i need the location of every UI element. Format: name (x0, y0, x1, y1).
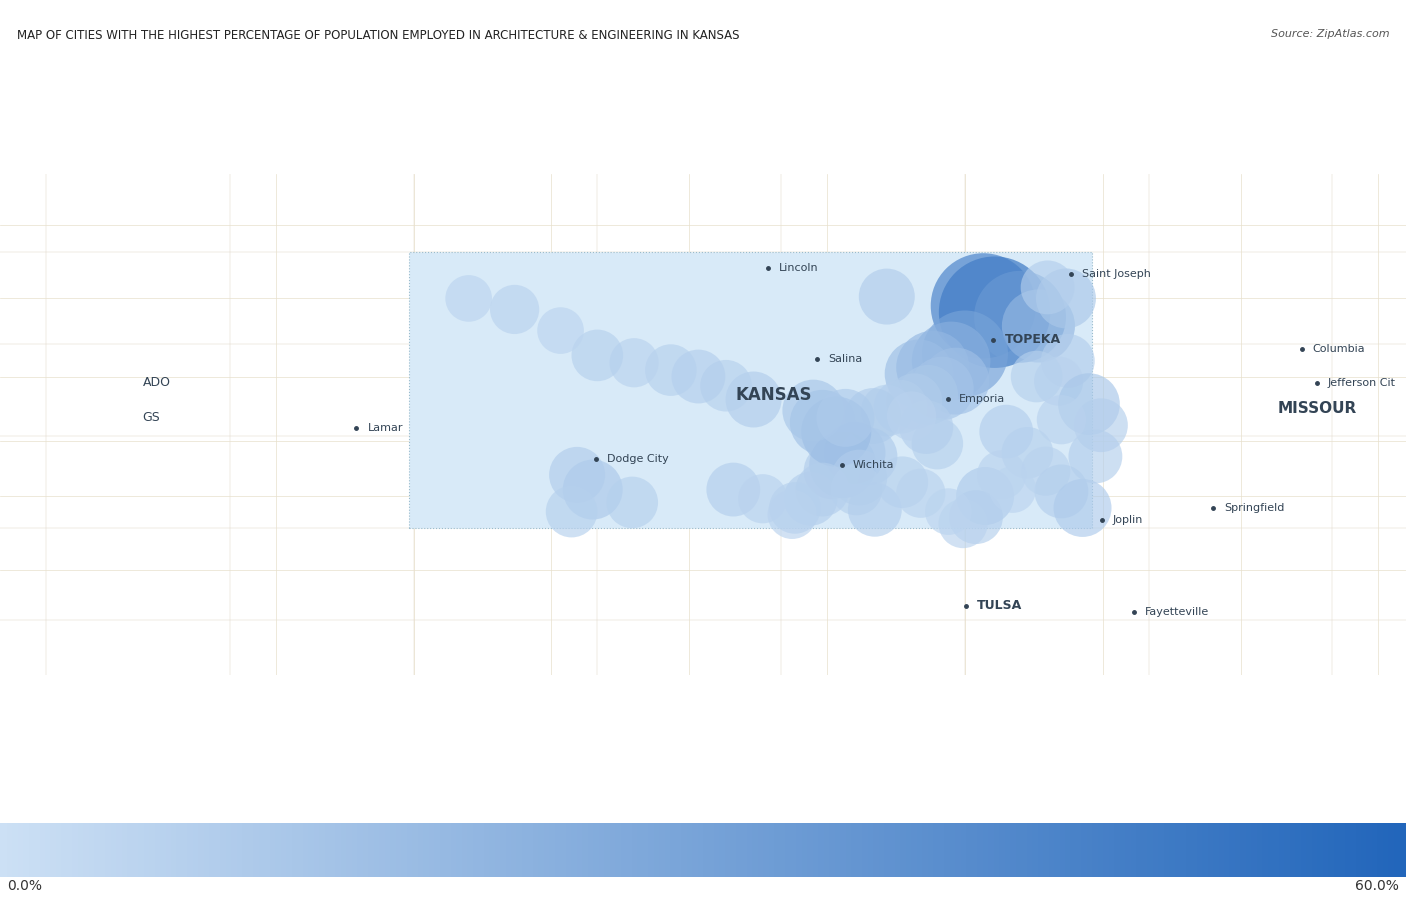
Circle shape (550, 447, 605, 503)
Text: MISSOUR: MISSOUR (1277, 401, 1357, 416)
Circle shape (922, 310, 1008, 396)
Circle shape (990, 467, 1036, 513)
Text: TULSA: TULSA (977, 600, 1022, 612)
Circle shape (738, 474, 787, 523)
Circle shape (491, 285, 540, 334)
Circle shape (839, 428, 897, 485)
Text: Dodge City: Dodge City (607, 454, 668, 464)
Text: Emporia: Emporia (959, 394, 1005, 405)
Circle shape (939, 256, 1050, 368)
Circle shape (925, 488, 972, 535)
Circle shape (876, 457, 928, 508)
Circle shape (790, 390, 855, 455)
Text: Lamar: Lamar (367, 423, 404, 433)
Text: 60.0%: 60.0% (1355, 879, 1399, 894)
Circle shape (804, 443, 859, 499)
Circle shape (725, 371, 782, 428)
Circle shape (1069, 430, 1122, 484)
Text: Wichita: Wichita (853, 459, 894, 469)
Circle shape (1002, 289, 1076, 362)
Text: MAP OF CITIES WITH THE HIGHEST PERCENTAGE OF POPULATION EMPLOYED IN ARCHITECTURE: MAP OF CITIES WITH THE HIGHEST PERCENTAG… (17, 29, 740, 41)
Circle shape (922, 348, 990, 414)
Circle shape (912, 322, 990, 400)
Polygon shape (409, 253, 1091, 528)
Circle shape (1074, 398, 1128, 452)
Text: ADO: ADO (142, 377, 170, 389)
Text: TOPEKA: TOPEKA (1004, 334, 1060, 346)
Circle shape (860, 385, 912, 436)
Text: Saint Joseph: Saint Joseph (1081, 269, 1150, 279)
Circle shape (887, 391, 936, 441)
Circle shape (1036, 395, 1085, 444)
Circle shape (886, 373, 942, 430)
Text: KANSAS: KANSAS (735, 386, 811, 404)
Circle shape (931, 254, 1036, 359)
Circle shape (1035, 465, 1088, 519)
Text: Jefferson Cit: Jefferson Cit (1327, 378, 1396, 388)
Circle shape (831, 464, 883, 515)
Text: GS: GS (142, 412, 160, 424)
Circle shape (831, 450, 887, 505)
Circle shape (824, 422, 886, 484)
Circle shape (562, 459, 623, 520)
Circle shape (896, 468, 945, 518)
Circle shape (845, 388, 901, 444)
Circle shape (859, 269, 915, 325)
Circle shape (848, 483, 901, 537)
Circle shape (977, 450, 1026, 500)
Circle shape (1001, 427, 1053, 478)
Circle shape (1033, 357, 1083, 405)
Text: Salina: Salina (828, 354, 862, 364)
Circle shape (980, 405, 1033, 458)
Circle shape (769, 482, 821, 534)
Circle shape (910, 357, 974, 420)
Circle shape (609, 338, 658, 387)
Circle shape (900, 400, 953, 454)
Circle shape (672, 350, 725, 404)
Circle shape (606, 476, 658, 529)
Circle shape (801, 396, 872, 467)
Circle shape (911, 418, 963, 469)
Circle shape (1021, 261, 1074, 315)
Circle shape (1053, 479, 1112, 537)
Circle shape (796, 463, 849, 517)
Circle shape (949, 490, 1002, 544)
Text: Fayetteville: Fayetteville (1146, 608, 1209, 618)
Circle shape (782, 379, 844, 441)
Circle shape (783, 472, 838, 526)
Text: Lincoln: Lincoln (779, 263, 818, 272)
Circle shape (956, 467, 1014, 525)
Text: Joplin: Joplin (1112, 515, 1143, 525)
Circle shape (706, 463, 761, 517)
Circle shape (974, 271, 1066, 363)
Circle shape (810, 432, 876, 498)
Circle shape (898, 365, 957, 425)
Circle shape (938, 499, 987, 548)
Circle shape (571, 330, 623, 381)
Circle shape (546, 485, 598, 538)
Circle shape (1040, 334, 1095, 387)
Circle shape (1021, 447, 1070, 496)
Circle shape (446, 275, 492, 322)
Text: 0.0%: 0.0% (7, 879, 42, 894)
Text: Springfield: Springfield (1225, 503, 1285, 513)
Circle shape (645, 344, 696, 396)
Circle shape (1059, 373, 1119, 435)
Circle shape (817, 389, 875, 447)
Circle shape (896, 331, 969, 404)
Circle shape (873, 380, 928, 434)
Circle shape (1011, 351, 1063, 403)
Circle shape (768, 490, 817, 539)
Circle shape (537, 307, 583, 354)
Circle shape (1036, 269, 1095, 328)
Text: Source: ZipAtlas.com: Source: ZipAtlas.com (1271, 29, 1389, 39)
Text: Columbia: Columbia (1313, 343, 1365, 354)
Circle shape (700, 360, 752, 412)
Circle shape (884, 340, 953, 408)
